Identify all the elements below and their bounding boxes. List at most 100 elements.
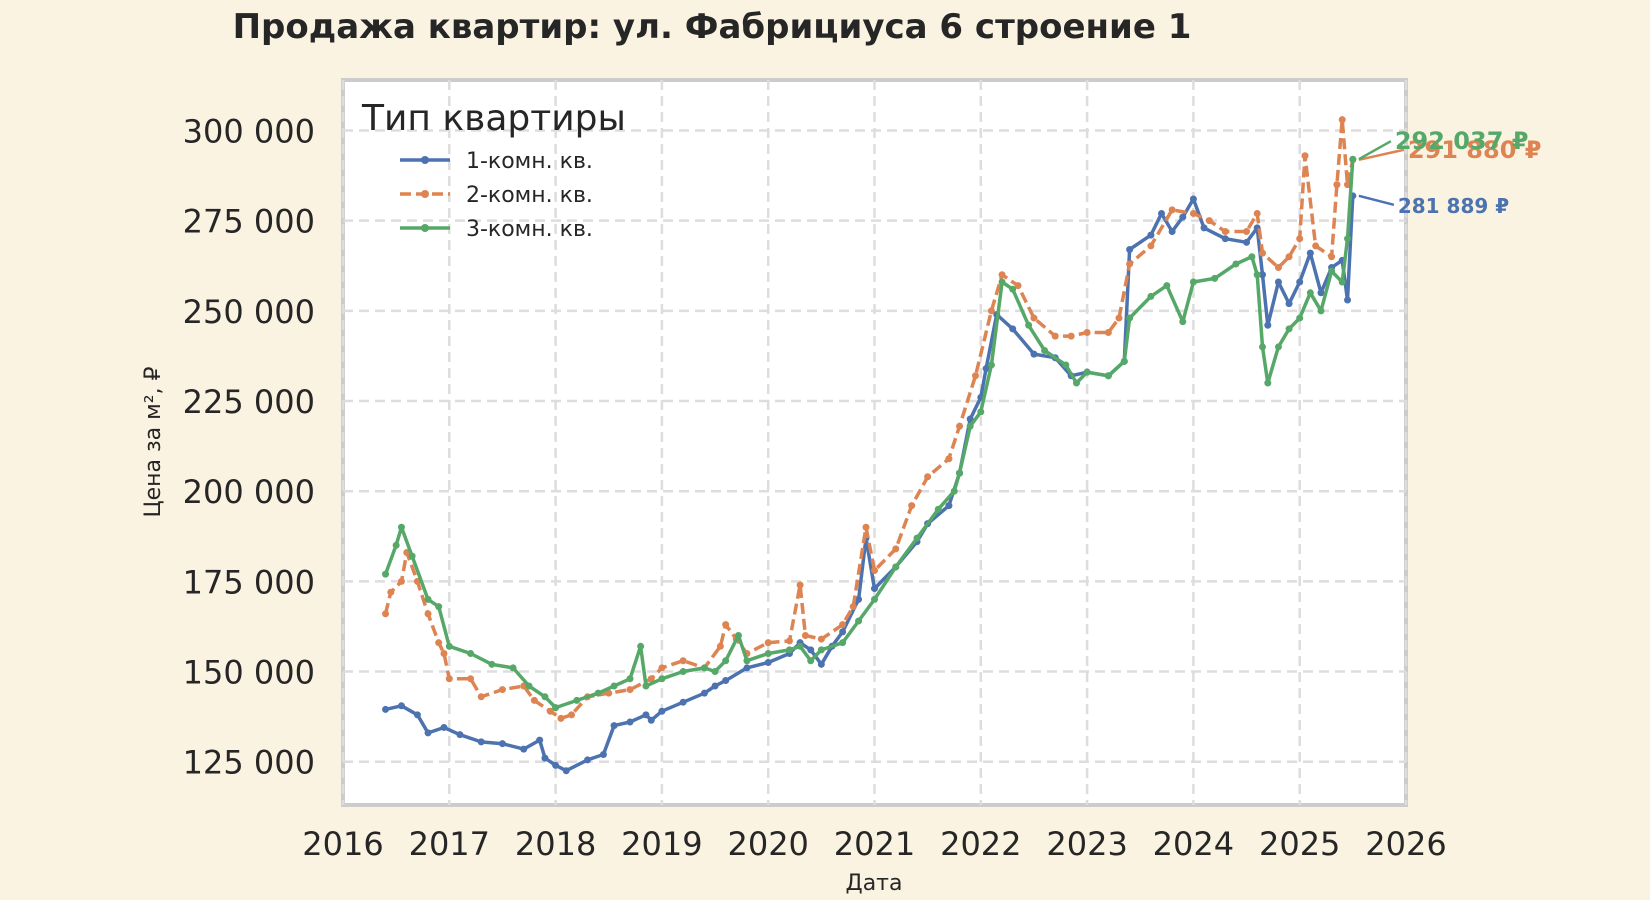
data-point xyxy=(1296,278,1304,286)
data-point xyxy=(467,675,475,683)
data-point xyxy=(642,711,650,719)
data-point xyxy=(520,745,528,753)
data-point xyxy=(1163,282,1171,290)
data-point xyxy=(1205,217,1213,225)
data-point xyxy=(700,664,708,672)
data-point xyxy=(908,502,916,510)
y-tick-label: 300 000 xyxy=(183,112,315,150)
data-point xyxy=(839,628,847,636)
data-point xyxy=(1243,227,1251,235)
data-point xyxy=(1200,224,1208,232)
data-point xyxy=(1030,314,1038,322)
x-tick-label: 2021 xyxy=(834,825,915,863)
data-point xyxy=(626,718,634,726)
end-label: 291 880 ₽ xyxy=(1408,136,1542,164)
x-tick-label: 2026 xyxy=(1365,825,1446,863)
data-point xyxy=(956,469,964,477)
data-point xyxy=(637,642,645,650)
data-point xyxy=(1344,235,1352,243)
data-point xyxy=(435,639,443,647)
data-point xyxy=(945,455,953,463)
data-point xyxy=(1126,246,1134,254)
data-point xyxy=(445,642,453,650)
data-point xyxy=(477,693,485,701)
y-tick-label: 175 000 xyxy=(183,563,315,601)
x-tick-label: 2024 xyxy=(1153,825,1234,863)
data-point xyxy=(626,686,634,694)
data-point xyxy=(785,637,793,645)
legend-entry: 3-комн. кв. xyxy=(466,217,593,242)
data-point xyxy=(855,617,863,625)
data-point xyxy=(397,702,405,710)
data-point xyxy=(1274,278,1282,286)
data-point xyxy=(743,664,751,672)
data-point xyxy=(1221,235,1229,243)
data-point xyxy=(796,642,804,650)
data-point xyxy=(488,660,496,668)
end-label-arrow xyxy=(1358,194,1395,207)
data-point xyxy=(817,646,825,654)
data-point xyxy=(871,567,878,575)
data-point xyxy=(1009,325,1017,333)
data-point xyxy=(424,610,432,618)
data-point xyxy=(924,473,932,481)
data-point xyxy=(892,563,900,571)
data-point xyxy=(913,534,921,542)
data-point xyxy=(498,740,506,748)
data-point xyxy=(1328,267,1336,275)
data-point xyxy=(1274,264,1282,272)
data-point xyxy=(658,707,666,715)
data-point xyxy=(1243,238,1251,246)
data-point xyxy=(764,650,772,658)
data-point xyxy=(647,675,655,683)
y-axis-ticks: 125 000 150 000 175 000 200 000 225 000 250 0… xyxy=(183,112,315,781)
data-point xyxy=(445,675,453,683)
data-point xyxy=(679,668,687,676)
y-axis-label: Цена за м², ₽ xyxy=(141,366,166,517)
data-point xyxy=(1258,271,1266,279)
data-point xyxy=(1083,328,1091,336)
data-point xyxy=(610,682,618,690)
data-point xyxy=(966,415,974,423)
data-point xyxy=(1072,379,1080,387)
data-point xyxy=(1083,368,1091,376)
data-point xyxy=(801,631,809,639)
data-point xyxy=(716,642,724,650)
data-point xyxy=(1258,343,1266,351)
data-point xyxy=(440,650,448,658)
data-point xyxy=(1253,271,1261,279)
data-point xyxy=(956,422,964,430)
y-tick-label: 125 000 xyxy=(183,744,315,782)
x-axis-label: Дата xyxy=(846,871,903,896)
data-point xyxy=(722,657,730,665)
data-point xyxy=(599,751,607,759)
end-label: 292 037 ₽ xyxy=(1395,127,1529,155)
end-label-arrow xyxy=(1358,140,1392,161)
end-label: 281 889 ₽ xyxy=(1398,194,1509,218)
data-point xyxy=(456,731,464,739)
data-point xyxy=(541,693,549,701)
data-point xyxy=(1158,209,1166,217)
y-tick-label: 275 000 xyxy=(183,203,315,241)
data-point xyxy=(679,657,687,665)
data-point xyxy=(998,278,1006,286)
x-tick-label: 2020 xyxy=(727,825,808,863)
data-point xyxy=(397,523,405,531)
chart-title: Продажа квартир: ул. Фабрициуса 6 строен… xyxy=(233,7,1192,47)
data-point xyxy=(1030,350,1038,358)
data-point xyxy=(382,705,390,713)
data-point xyxy=(536,736,544,744)
data-point xyxy=(568,711,576,719)
data-point xyxy=(966,422,974,430)
data-point xyxy=(1211,274,1219,282)
legend-marker xyxy=(421,224,429,232)
data-point xyxy=(722,621,730,629)
data-point xyxy=(605,689,613,697)
data-point xyxy=(855,595,863,603)
data-point xyxy=(642,682,650,690)
data-point xyxy=(1285,300,1293,308)
data-point xyxy=(1051,332,1059,340)
data-point xyxy=(839,639,847,647)
data-point xyxy=(658,675,666,683)
